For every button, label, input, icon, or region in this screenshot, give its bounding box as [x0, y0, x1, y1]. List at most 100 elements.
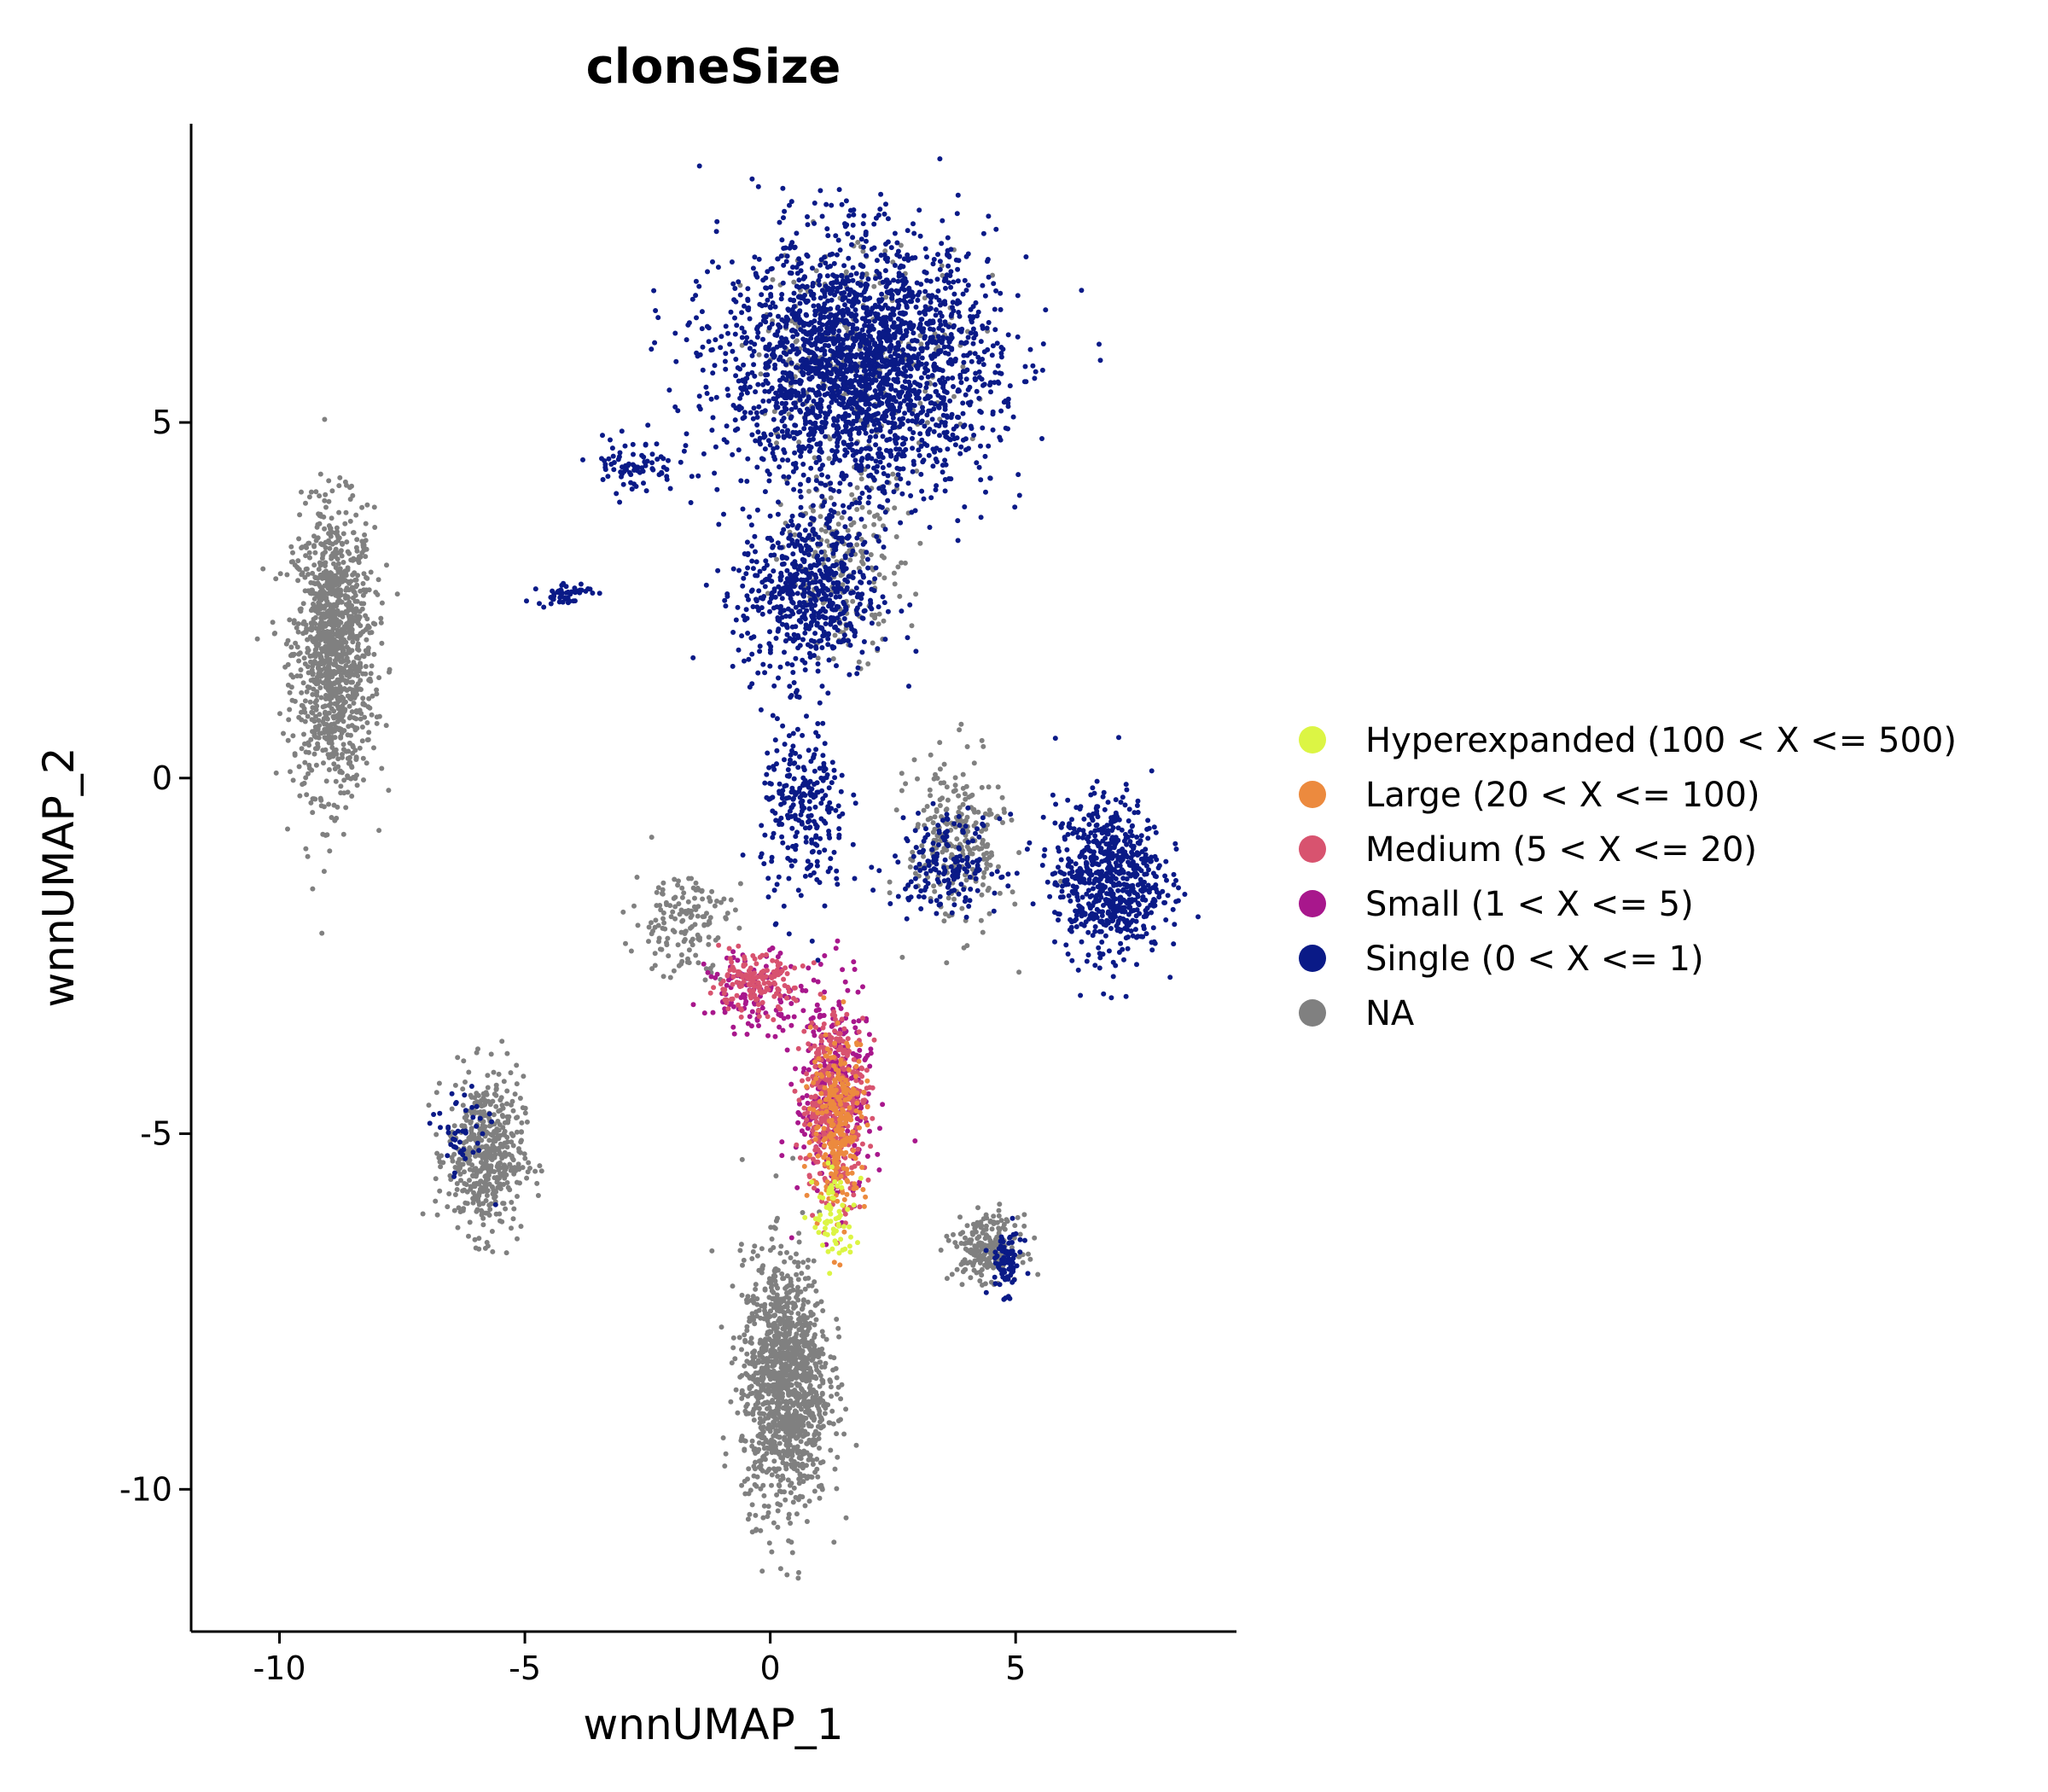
- data-point: [336, 483, 342, 489]
- data-point: [752, 1243, 758, 1249]
- data-point: [746, 1491, 752, 1497]
- data-point: [306, 494, 312, 500]
- data-point: [304, 625, 310, 631]
- data-point: [876, 572, 882, 578]
- data-point: [788, 1422, 794, 1428]
- data-point: [439, 1153, 445, 1159]
- data-point: [971, 846, 977, 852]
- data-point: [816, 1370, 822, 1376]
- data-point: [344, 482, 349, 488]
- data-point: [514, 1062, 520, 1068]
- data-point: [794, 1271, 800, 1277]
- data-point: [1012, 1223, 1018, 1229]
- data-point: [809, 1350, 815, 1356]
- data-point: [976, 1248, 982, 1254]
- data-point: [959, 1282, 965, 1288]
- data-point: [843, 269, 849, 275]
- data-point: [761, 1434, 767, 1440]
- data-point: [323, 620, 329, 626]
- data-point: [730, 348, 736, 354]
- data-point: [515, 1194, 520, 1199]
- data-point: [978, 339, 984, 345]
- data-point: [753, 1527, 759, 1533]
- data-point: [813, 460, 819, 465]
- data-point: [329, 745, 335, 750]
- data-point: [779, 428, 785, 434]
- data-point: [971, 1267, 977, 1273]
- data-point: [335, 678, 340, 684]
- data-point: [864, 238, 869, 244]
- data-point: [915, 297, 921, 303]
- data-point: [774, 1382, 780, 1388]
- data-point: [492, 1169, 497, 1174]
- data-point: [960, 400, 966, 406]
- data-point: [775, 1474, 781, 1479]
- data-point: [776, 1297, 782, 1303]
- data-point: [337, 474, 343, 480]
- data-point: [997, 1201, 1003, 1207]
- data-point: [310, 886, 316, 892]
- data-point: [778, 1382, 784, 1388]
- data-point: [364, 737, 370, 742]
- data-point: [317, 493, 323, 499]
- data-point: [765, 1426, 771, 1431]
- data-point: [329, 668, 334, 674]
- data-point: [769, 1236, 775, 1242]
- data-point: [944, 960, 950, 966]
- data-point: [788, 1310, 794, 1316]
- data-point: [794, 1292, 800, 1298]
- data-point: [823, 1336, 829, 1342]
- data-point: [783, 1497, 788, 1503]
- data-point: [460, 1086, 466, 1092]
- data-point: [646, 939, 651, 945]
- data-point: [830, 656, 836, 661]
- data-point: [951, 896, 957, 902]
- data-point: [334, 815, 340, 821]
- data-point: [819, 1329, 825, 1335]
- data-point: [331, 761, 337, 767]
- data-point: [521, 1151, 527, 1157]
- data-point: [304, 689, 310, 695]
- data-point: [895, 564, 901, 570]
- data-point: [796, 1239, 802, 1245]
- data-point: [290, 550, 295, 556]
- data-point: [365, 623, 371, 629]
- data-point: [323, 709, 329, 715]
- data-point: [871, 283, 877, 289]
- data-point: [288, 769, 293, 775]
- data-point: [310, 588, 315, 594]
- data-point: [474, 1208, 480, 1214]
- data-point: [785, 457, 791, 463]
- data-point: [300, 680, 306, 686]
- data-point: [376, 675, 382, 681]
- data-point: [860, 221, 866, 227]
- data-point: [290, 777, 296, 783]
- data-point: [991, 1213, 997, 1219]
- data-point: [350, 639, 356, 645]
- data-point: [326, 498, 332, 504]
- data-point: [480, 1189, 486, 1195]
- data-point: [326, 754, 332, 760]
- data-point: [980, 881, 986, 887]
- data-point: [775, 1524, 781, 1530]
- data-point: [346, 674, 352, 679]
- data-point: [794, 283, 800, 289]
- data-point: [791, 486, 797, 492]
- data-point: [780, 185, 786, 191]
- data-point: [295, 565, 301, 571]
- data-point: [915, 822, 921, 828]
- data-point: [777, 1358, 783, 1364]
- data-point: [909, 623, 915, 629]
- data-point: [491, 1069, 497, 1075]
- data-point: [652, 963, 658, 969]
- data-point: [913, 591, 919, 597]
- data-point: [834, 1486, 840, 1492]
- data-point: [963, 1246, 969, 1252]
- data-point: [771, 1520, 777, 1526]
- data-point: [777, 1346, 783, 1352]
- data-point: [973, 300, 979, 305]
- data-point: [730, 1345, 736, 1351]
- data-point: [433, 1176, 439, 1182]
- data-point: [295, 621, 301, 626]
- data-point: [803, 1416, 809, 1421]
